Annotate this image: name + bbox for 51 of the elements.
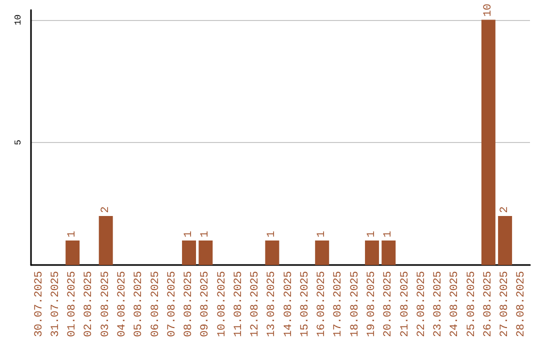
data-label: 2 xyxy=(100,206,112,213)
x-tick-label: 15.08.2025 xyxy=(299,270,312,338)
x-tick-label: 04.08.2025 xyxy=(116,270,128,338)
x-tick-label: 31.07.2025 xyxy=(50,270,62,338)
bar xyxy=(498,216,512,265)
x-tick-label: 30.07.2025 xyxy=(33,270,46,338)
x-tick-label: 17.08.2025 xyxy=(332,270,345,338)
bar xyxy=(66,240,80,265)
x-tick-label: 19.08.2025 xyxy=(366,270,378,338)
x-tick-label: 02.08.2025 xyxy=(83,270,96,338)
data-label: 1 xyxy=(266,230,278,238)
x-tick-label: 08.08.2025 xyxy=(183,270,196,338)
x-tick-label: 06.08.2025 xyxy=(150,270,162,338)
bar xyxy=(98,216,113,265)
data-label: 10 xyxy=(482,4,494,17)
data-label: 1 xyxy=(66,230,79,238)
x-tick-label: 25.08.2025 xyxy=(466,270,478,338)
x-tick-label: 28.08.2025 xyxy=(516,270,528,338)
x-tick-label: 12.08.2025 xyxy=(250,270,262,338)
data-label: 2 xyxy=(499,206,512,213)
x-tick-label: 24.08.2025 xyxy=(449,270,462,338)
x-tick-label: 03.08.2025 xyxy=(100,270,112,338)
x-tick-label: 01.08.2025 xyxy=(66,270,79,338)
x-tick-label: 05.08.2025 xyxy=(133,270,146,338)
data-label: 1 xyxy=(316,230,328,238)
data-label: 1 xyxy=(382,230,395,238)
x-tick-label: 18.08.2025 xyxy=(349,270,362,338)
x-tick-label: 07.08.2025 xyxy=(166,270,178,338)
x-tick-label: 13.08.2025 xyxy=(266,270,278,338)
x-tick-label: 11.08.2025 xyxy=(232,270,245,338)
x-tick-label: 26.08.2025 xyxy=(482,270,494,338)
bar xyxy=(198,240,213,265)
data-label: 1 xyxy=(200,230,212,238)
x-tick-label: 16.08.2025 xyxy=(316,270,328,338)
bar xyxy=(315,240,330,265)
bar xyxy=(382,240,396,265)
x-tick-label: 27.08.2025 xyxy=(499,270,512,338)
data-label: 1 xyxy=(366,230,378,238)
x-tick-label: 22.08.2025 xyxy=(416,270,428,338)
y-tick-label: 5 xyxy=(14,140,24,146)
x-tick-label: 23.08.2025 xyxy=(432,270,445,338)
x-tick-label: 10.08.2025 xyxy=(216,270,228,338)
bar xyxy=(481,20,496,265)
x-tick-label: 21.08.2025 xyxy=(399,270,412,338)
x-tick-label: 09.08.2025 xyxy=(200,270,212,338)
bar xyxy=(364,240,379,265)
x-tick-label: 14.08.2025 xyxy=(282,270,295,338)
data-label: 1 xyxy=(183,230,196,238)
bar xyxy=(265,240,280,265)
bar xyxy=(182,240,196,265)
x-tick-label: 20.08.2025 xyxy=(382,270,395,338)
